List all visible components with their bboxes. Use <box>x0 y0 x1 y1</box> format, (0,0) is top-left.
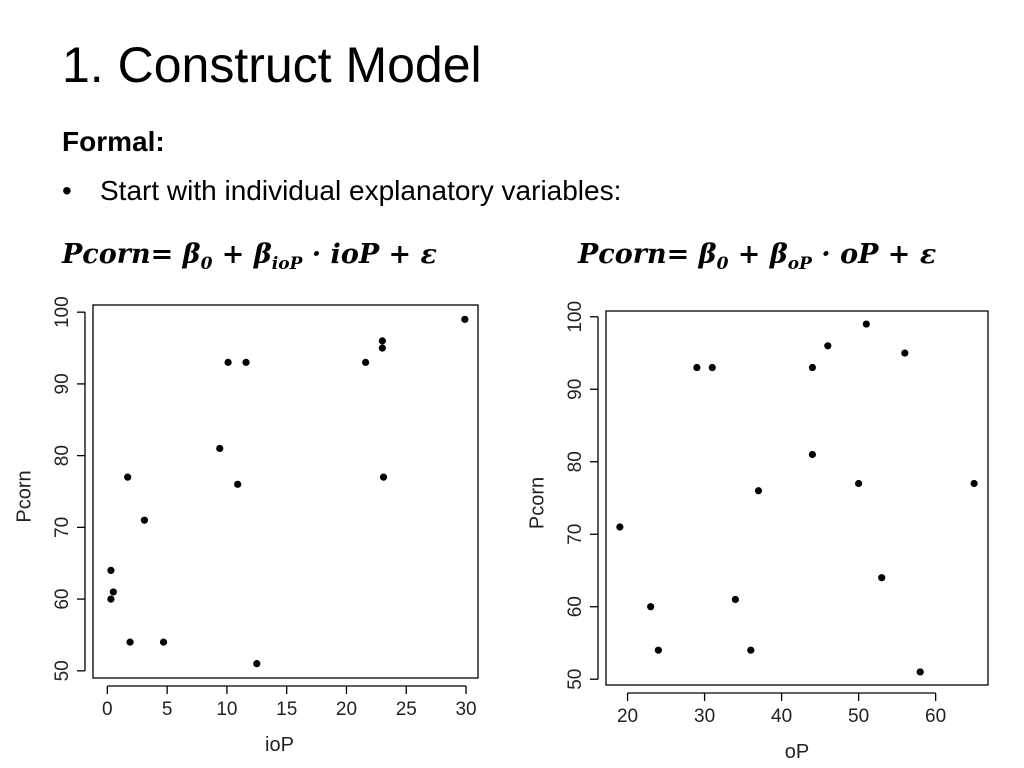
data-point <box>970 479 978 488</box>
x-tick-label: 25 <box>396 699 417 720</box>
data-point <box>616 523 624 531</box>
data-point <box>901 349 909 357</box>
data-point <box>378 344 386 352</box>
data-point <box>378 337 386 345</box>
data-point <box>708 363 716 372</box>
data-point <box>379 473 388 481</box>
formula-right: Pcorn= β0 + βoP · oP + ε <box>578 239 937 274</box>
x-tick-label: 40 <box>771 706 792 727</box>
data-point <box>107 595 115 603</box>
subtitle: Formal: <box>62 126 165 157</box>
x-tick-label: 30 <box>455 699 476 720</box>
y-tick-label: 100 <box>52 296 73 328</box>
y-tick-label: 50 <box>565 669 586 690</box>
data-point <box>234 480 242 488</box>
y-tick-label: 60 <box>565 596 586 617</box>
data-point <box>808 363 817 372</box>
x-tick-label: 5 <box>162 699 173 720</box>
data-point <box>693 363 701 372</box>
y-tick-label: 80 <box>52 445 73 466</box>
plot-frame <box>92 304 479 679</box>
data-point <box>878 574 886 582</box>
y-tick-label: 80 <box>565 451 586 472</box>
data-point <box>126 638 134 646</box>
y-axis-title: Pcorn <box>526 477 548 529</box>
data-point <box>855 479 863 488</box>
y-tick-label: 70 <box>565 524 586 545</box>
x-tick-label: 30 <box>694 706 715 727</box>
data-point <box>731 595 739 604</box>
y-tick-label: 50 <box>52 660 73 681</box>
data-point <box>461 315 469 323</box>
data-point <box>654 646 662 654</box>
data-point <box>253 660 261 668</box>
y-tick-label: 90 <box>52 373 73 394</box>
data-point <box>808 450 817 459</box>
data-point <box>362 358 370 366</box>
x-tick-label: 50 <box>848 706 869 727</box>
x-tick-label: 10 <box>216 699 237 720</box>
x-tick-label: 0 <box>102 699 113 720</box>
x-tick-label: 15 <box>276 699 297 720</box>
data-point <box>124 473 132 481</box>
y-tick-label: 60 <box>52 589 73 610</box>
y-tick-label: 100 <box>565 301 586 333</box>
x-tick-label: 20 <box>336 699 357 720</box>
data-point <box>862 320 870 328</box>
data-point <box>107 566 115 575</box>
data-point <box>109 588 117 596</box>
data-point <box>754 487 763 495</box>
y-tick-label: 70 <box>52 517 73 538</box>
data-point <box>140 516 149 524</box>
data-point <box>159 638 168 646</box>
data-point <box>242 358 250 366</box>
bullet-text: Start with individual explanatory variab… <box>100 175 622 206</box>
x-tick-label: 60 <box>925 706 946 727</box>
plot-frame <box>605 310 989 686</box>
bullet-dot: • <box>62 175 72 206</box>
data-point <box>916 668 924 676</box>
x-axis-title: ioP <box>265 734 294 756</box>
formula-left: Pcorn= β0 + βioP · ioP + ε <box>62 239 437 274</box>
data-point <box>647 603 655 611</box>
data-point <box>224 358 232 366</box>
x-axis-title: oP <box>785 741 809 763</box>
slide-title: 1. Construct Model <box>62 37 482 93</box>
y-axis-title: Pcorn <box>13 470 35 522</box>
data-point <box>824 342 832 350</box>
bullet-item: • Start with individual explanatory varia… <box>62 177 621 205</box>
data-point <box>747 646 755 654</box>
y-tick-label: 90 <box>565 379 586 400</box>
data-point <box>216 444 224 453</box>
x-tick-label: 20 <box>617 706 638 727</box>
